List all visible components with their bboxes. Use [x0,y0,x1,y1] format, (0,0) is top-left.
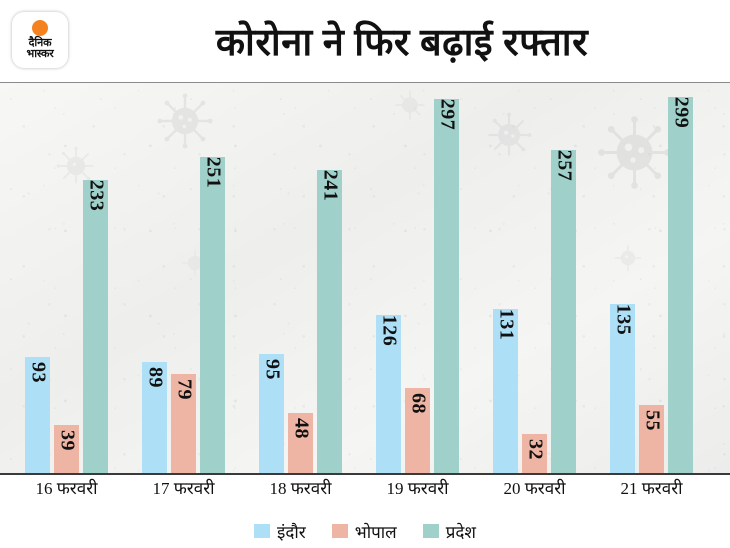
header: दैनिक भास्कर कोरोना ने फिर बढ़ाई रफ्तार [0,0,730,82]
brand-line-secondary: भास्कर [26,48,54,60]
bar: 39 [54,425,79,474]
bar-value-label: 135 [612,303,634,336]
bar-value-label: 39 [56,430,78,451]
bar: 131 [493,309,518,474]
page-title: कोरोना ने फिर बढ़ाई रफ्तार [215,22,589,64]
brand-line-primary: दैनिक [28,37,52,49]
x-tick-label: 16 फरवरी [35,479,98,498]
bar-value-label: 89 [144,367,166,388]
bar-value-label: 32 [524,439,546,460]
bar: 68 [405,388,430,474]
bar-value-label: 79 [173,379,195,400]
bar-value-label: 251 [202,156,224,189]
bar: 299 [668,97,693,474]
bar: 95 [259,354,284,474]
x-axis-labels: 16 फरवरी 17 फरवरी 18 फरवरी 19 फरवरी 20 फरवरी… [0,476,730,512]
x-tick-label: 17 फरवरी [152,479,215,498]
bar-value-label: 257 [553,149,575,182]
sun-icon [32,20,48,36]
coronavirus-icon [485,111,533,159]
bar-value-label: 299 [670,96,692,129]
bar: 297 [434,99,459,474]
chart-plot-area: 93 39 233 89 79 251 95 48 241 126 68 297 131 32 257 135… [0,82,730,474]
x-tick-label: 18 फरवरी [269,479,332,498]
bar-value-label: 131 [495,308,517,341]
legend-item: प्रदेश [422,520,476,543]
bar: 93 [25,357,50,474]
bar: 241 [317,170,342,474]
chart-legend: इंदौर भोपाल प्रदेश [0,514,730,548]
bar-value-label: 233 [85,179,107,212]
x-tick-label: 19 फरवरी [386,479,449,498]
bar: 233 [83,180,108,474]
bar: 251 [200,157,225,474]
bar-value-label: 48 [290,418,312,439]
bar: 135 [610,304,635,474]
legend-swatch-indore [254,524,271,538]
bar-value-label: 126 [378,314,400,347]
bar: 89 [142,362,167,474]
legend-label: प्रदेश [445,522,476,542]
coronavirus-icon [613,243,643,273]
legend-item: भोपाल [331,520,397,543]
bar: 32 [522,434,547,474]
bar: 79 [171,374,196,474]
bar-value-label: 297 [436,98,458,131]
bar: 55 [639,405,664,474]
legend-swatch-pradesh [422,524,439,538]
bar-value-label: 55 [641,410,663,431]
bar-value-label: 68 [407,393,429,414]
bar: 126 [376,315,401,474]
bars-layer: 93 39 233 89 79 251 95 48 241 126 68 297 131 32 257 135… [0,83,730,474]
legend-swatch-bhopal [331,524,348,538]
x-tick-label: 20 फरवरी [503,479,566,498]
bar: 257 [551,150,576,474]
bar: 48 [288,413,313,474]
bar-value-label: 93 [27,362,49,383]
legend-item: इंदौर [254,520,306,543]
bar-value-label: 241 [319,169,341,202]
coronavirus-icon [55,145,97,187]
x-axis-line [0,473,730,475]
legend-label: भोपाल [354,522,397,542]
x-tick-label: 21 फरवरी [620,479,683,498]
plot-background-texture [0,83,730,474]
coronavirus-icon [597,115,672,190]
dainik-bhaskar-logo: दैनिक भास्कर [12,12,68,68]
coronavirus-icon [393,88,427,122]
coronavirus-icon [155,91,215,151]
bar-value-label: 95 [261,359,283,380]
legend-label: इंदौर [277,522,306,542]
